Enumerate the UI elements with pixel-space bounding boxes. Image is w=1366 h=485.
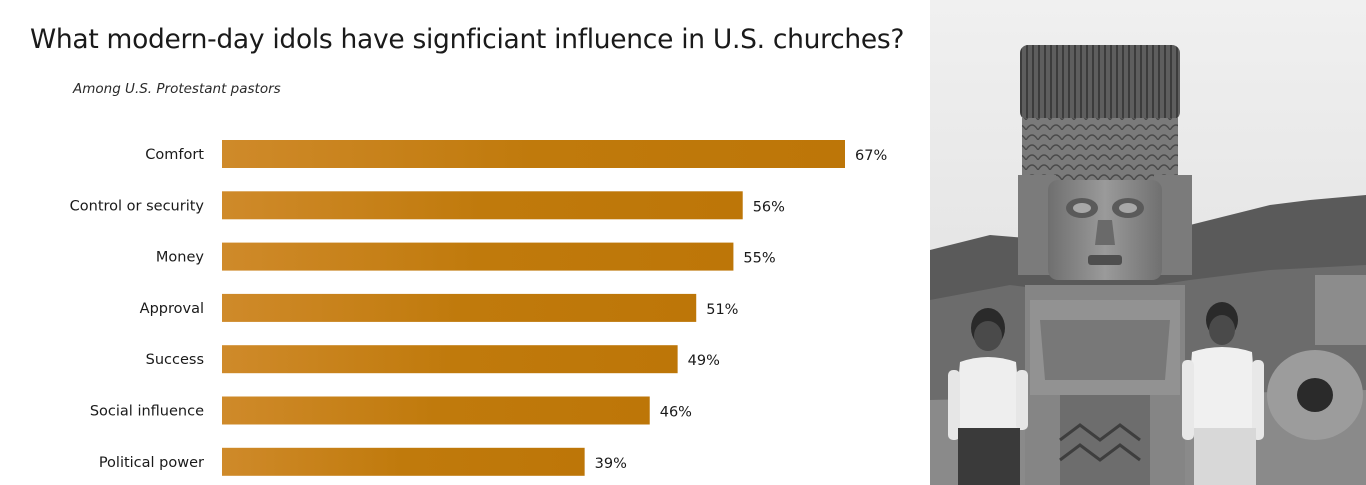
category-label: Success [146,352,204,368]
category-label: Money [156,250,204,266]
category-label: Social influence [90,404,204,420]
bar-chart: Comfort 67% Control or security 56% Money 55%… [70,140,887,476]
statue-photo-drawing [930,0,1366,485]
bar-comfort [222,140,845,168]
bar-control-or-security [222,191,743,220]
value-label: 39% [595,456,627,472]
bar-success [222,345,678,374]
chart-panel: What modern-day idols have signficiant i… [30,24,905,476]
bar-political-power [222,447,585,476]
category-label: Approval [140,301,204,317]
value-label: 46% [660,405,692,421]
category-label: Control or security [70,198,205,214]
chart-title: What modern-day idols have signficiant i… [30,24,905,55]
value-label: 49% [688,353,720,369]
value-label: 51% [706,302,738,318]
bar-approval [222,293,697,322]
value-label: 67% [855,148,887,164]
bar-social-influence [222,396,650,425]
bar-money [222,242,734,271]
chart-subtitle: Among U.S. Protestant pastors [73,81,281,97]
value-label: 56% [753,199,785,215]
category-label: Political power [99,455,204,471]
value-label: 55% [743,251,775,267]
category-label: Comfort [145,147,204,163]
statue-photo [930,0,1366,485]
